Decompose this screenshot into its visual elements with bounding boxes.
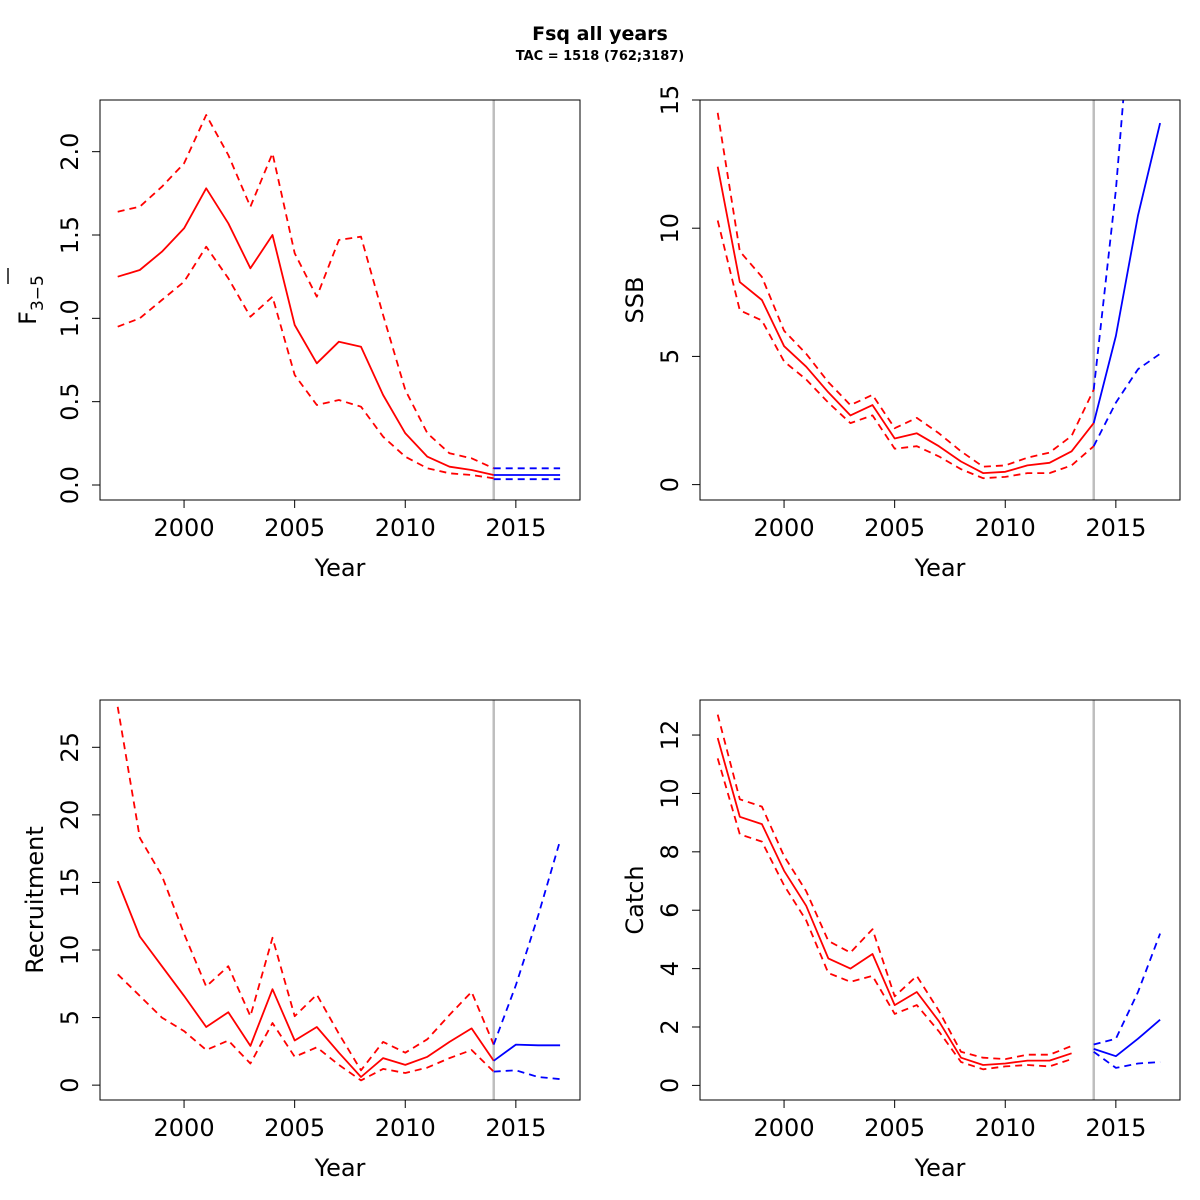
series-line-projection-median [493, 1043, 561, 1062]
y-tick-label: 8 [656, 844, 684, 859]
y-tick-label: 2.0 [56, 133, 84, 171]
y-tick-label: 10 [56, 935, 84, 966]
series-line-projection-median [1092, 122, 1161, 424]
series-line-historic-median [116, 880, 495, 1078]
y-axis-label: Catch [621, 865, 649, 934]
series-line-historic-upper [117, 114, 495, 470]
y-tick-label: 15 [56, 867, 84, 898]
series-line-projection-lower [1092, 353, 1161, 447]
series-line-historic-median [716, 737, 1072, 1066]
x-tick-label: 2005 [864, 1114, 925, 1142]
y-axis-label: Recruitment [21, 826, 49, 973]
y-tick-label: 0.0 [56, 466, 84, 504]
x-tick-label: 2010 [375, 514, 436, 542]
series-line-projection-upper [1093, 933, 1161, 1046]
plot-frame [699, 99, 1181, 501]
series-line-historic-upper [116, 706, 495, 1072]
y-axis-label: SSB [621, 277, 649, 324]
x-tick-label: 2015 [485, 1114, 546, 1142]
series-line-historic-upper [716, 714, 1072, 1060]
x-tick-label: 2015 [1085, 514, 1146, 542]
series-line-historic-lower [716, 220, 1095, 480]
x-tick-label: 2010 [975, 514, 1036, 542]
y-tick-label: 12 [656, 720, 684, 751]
x-tick-label: 2015 [485, 514, 546, 542]
x-tick-label: 2005 [264, 1114, 325, 1142]
series-group [716, 714, 1161, 1071]
x-tick-label: 2010 [375, 1114, 436, 1142]
y-tick-label: 1.5 [56, 216, 84, 254]
y-tick-label: 0 [656, 477, 684, 492]
x-tick-label: 2000 [754, 1114, 815, 1142]
x-tick-label: 2005 [864, 514, 925, 542]
series-line-historic-lower [117, 245, 494, 480]
x-axis-label: Year [914, 1154, 966, 1182]
x-axis-label: Year [314, 554, 366, 582]
panel-catch: 2000 2005 2010 2015 0 2 4 6 8 10 12 Year Catch [621, 699, 1181, 1182]
series-line-historic-upper [716, 112, 1095, 468]
x-tick-label: 2010 [975, 1114, 1036, 1142]
y-tick-label: 0 [56, 1077, 84, 1092]
series-line-projection-median [1093, 1019, 1161, 1058]
y-tick-label: 0 [656, 1078, 684, 1093]
y-tick-label: 15 [656, 85, 684, 116]
series-line-projection-lower [1093, 1051, 1161, 1069]
x-tick-label: 2005 [264, 514, 325, 542]
plot-frame [699, 699, 1181, 1101]
panel-f: 2000 2005 2010 2015 0.0 0.5 1.0 1.5 2.0 Year F3−5 [7, 99, 581, 582]
y-tick-label: 0.5 [56, 383, 84, 421]
y-tick-label: 5 [656, 349, 684, 364]
plot-frame [99, 699, 581, 1101]
series-group [116, 706, 561, 1082]
y-tick-label: 20 [56, 800, 84, 831]
y-tick-label: 5 [56, 1010, 84, 1025]
y-tick-label: 1.0 [56, 299, 84, 337]
series-line-historic-lower [117, 973, 495, 1082]
figure-subtitle: TAC = 1518 (762;3187) [516, 49, 685, 64]
series-line-historic-median [716, 166, 1095, 475]
y-tick-label: 6 [656, 903, 684, 918]
y-tick-label: 2 [656, 1019, 684, 1034]
x-tick-label: 2000 [754, 514, 815, 542]
panel-recruitment: 2000 2005 2010 2015 0 5 10 15 20 25 Year Recruitmen… [21, 699, 581, 1182]
y-axis-label: F3−5 [14, 275, 48, 325]
figure-title: Fsq all years [532, 23, 668, 45]
y-tick-label: 10 [656, 213, 684, 244]
series-line-historic-lower [716, 758, 1072, 1071]
y-tick-label: 10 [656, 778, 684, 809]
x-axis-label: Year [314, 1154, 366, 1182]
x-tick-label: 2000 [154, 514, 215, 542]
series-group [117, 114, 561, 481]
y-tick-label: 4 [656, 961, 684, 976]
y-tick-label: 25 [56, 732, 84, 763]
series-line-projection-lower [493, 1069, 561, 1080]
series-line-projection-upper [1092, 100, 1125, 390]
series-line-historic-median [117, 187, 494, 476]
series-line-projection-upper [492, 840, 561, 1045]
x-tick-label: 2015 [1085, 1114, 1146, 1142]
series-group [716, 100, 1161, 480]
x-tick-label: 2000 [154, 1114, 215, 1142]
plot-frame [99, 99, 581, 501]
panel-ssb: 2000 2005 2010 2015 0 5 10 15 Year SSB [621, 85, 1181, 582]
x-axis-label: Year [914, 554, 966, 582]
